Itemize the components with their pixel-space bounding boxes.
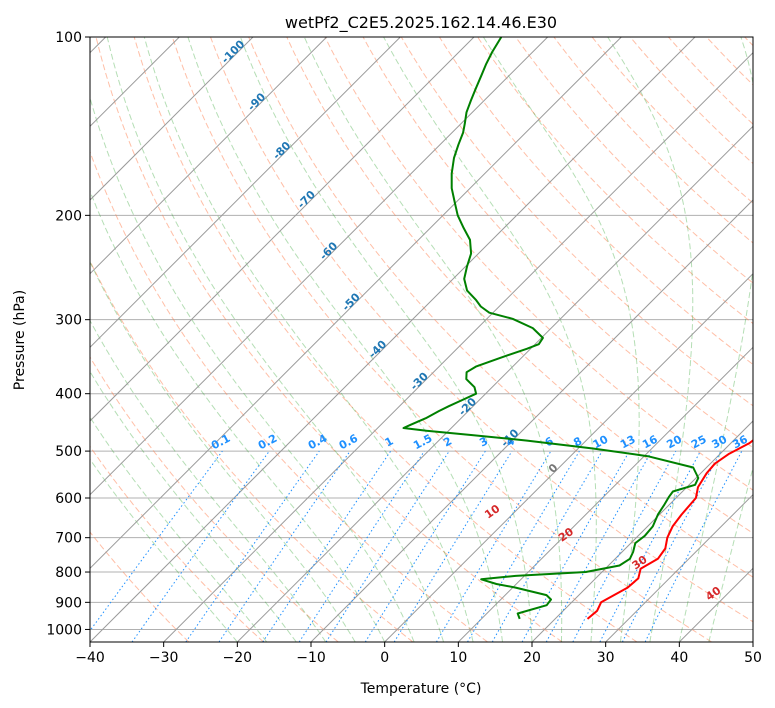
mixing-ratio-line	[262, 450, 392, 642]
dry-adiabat-line	[400, 37, 753, 407]
x-tick-label: 20	[523, 650, 541, 666]
isotherm-line	[605, 493, 753, 642]
plot-area	[90, 37, 753, 642]
dry-adiabat-line	[210, 37, 753, 623]
y-tick-label: 100	[55, 30, 82, 46]
temperature-profile-line	[586, 439, 753, 620]
moist-adiabat-line	[106, 37, 445, 642]
dry-adiabat-line	[90, 445, 264, 642]
isotherm-line	[531, 420, 753, 642]
isotherm-line	[384, 272, 753, 642]
y-tick-label: 400	[55, 387, 82, 403]
sounding-profiles	[402, 37, 753, 620]
x-tick-label: 50	[744, 650, 762, 666]
mixing-ratio-label: 25	[689, 433, 709, 452]
mixing-ratio-line	[90, 450, 223, 632]
moist-adiabat-line	[482, 37, 640, 642]
moist-adiabat-line	[383, 37, 597, 642]
mixing-ratio-line	[572, 450, 677, 642]
isotherm-line	[163, 51, 753, 642]
y-tick-label: 1000	[46, 622, 82, 638]
y-tick-label: 200	[55, 208, 82, 224]
dry-adiabat-line	[438, 37, 753, 366]
isotherm-line	[90, 37, 254, 201]
isotherm-line	[90, 37, 622, 570]
moist-adiabats	[90, 37, 753, 642]
isotherm-line	[310, 199, 753, 642]
mixing-ratio-label: 30	[710, 433, 730, 452]
isotherm-line	[236, 125, 753, 642]
mixing-ratio-line	[131, 450, 270, 642]
isotherm-line	[90, 37, 549, 496]
x-tick-label: 10	[449, 650, 467, 666]
x-tick-label: 40	[670, 650, 688, 666]
x-tick-label: 0	[380, 650, 389, 666]
mixing-ratio-lines	[90, 450, 743, 642]
y-tick-label: 900	[55, 595, 82, 611]
dry-adiabat-line	[90, 356, 339, 642]
mixing-ratio-label: 36	[730, 433, 750, 452]
axes: −40 −30 −20 −10 0 10 20 30 40 50 1000 900 800 700 600 5…	[46, 30, 762, 666]
moist-adiabat-line	[678, 37, 753, 642]
dry-adiabat-line	[95, 37, 563, 642]
dewpoint-profile-line	[402, 37, 700, 620]
x-tick-label: −30	[149, 650, 179, 666]
mixing-ratio-line	[393, 450, 513, 642]
mixing-ratio-line	[644, 450, 743, 642]
moist-adiabat-line	[90, 458, 238, 642]
mixing-ratio-line	[325, 450, 450, 642]
moist-adiabat-line	[90, 370, 297, 642]
y-axis-label: Pressure (hPa)	[12, 290, 28, 390]
pressure-grid	[90, 37, 753, 630]
mixing-ratio-label: 10	[591, 433, 611, 452]
mixing-ratio-label: 16	[640, 433, 660, 452]
mixing-ratio-line	[298, 450, 425, 642]
moist-adiabat-line	[90, 260, 356, 642]
moist-adiabat-line	[90, 416, 268, 642]
x-tick-label: −40	[75, 650, 105, 666]
x-tick-label: 30	[597, 650, 615, 666]
moist-adiabat-line	[607, 37, 694, 642]
x-tick-label: −10	[296, 650, 326, 666]
mixing-ratio-line	[218, 450, 351, 642]
mixing-ratio-line	[521, 450, 630, 642]
y-tick-label: 500	[55, 444, 82, 460]
plot-frame	[89, 36, 754, 643]
moist-adiabat-line	[187, 37, 503, 642]
dry-adiabat-line	[90, 531, 190, 642]
isotherm-line	[457, 346, 753, 642]
y-tick-label: 300	[55, 313, 82, 329]
moist-adiabat-line	[143, 37, 474, 642]
dry-adiabat-line	[133, 37, 638, 642]
isotherms	[90, 37, 753, 642]
y-tick-label: 600	[55, 491, 82, 507]
chart-title: wetPf2_C2E5.2025.162.14.46.E30	[285, 13, 557, 33]
dry-adiabat-line	[515, 37, 753, 284]
isotherm-line	[90, 37, 696, 642]
mixing-ratio-line	[185, 450, 320, 642]
mixing-ratio-line	[545, 450, 653, 642]
isotherm-line	[90, 37, 401, 349]
y-tick-label: 800	[55, 565, 82, 581]
mixing-ratio-label: 13	[618, 433, 638, 452]
moist-adiabat-line	[90, 189, 386, 642]
mixing-ratio-label: 20	[664, 433, 684, 452]
x-axis-label: Temperature (°C)	[360, 681, 482, 697]
isotherm-line	[90, 37, 475, 422]
dry-adiabat-line	[90, 150, 488, 642]
isotherm-line	[90, 37, 328, 275]
dry-adiabat-line	[248, 37, 753, 578]
moist-adiabat-line	[239, 37, 533, 642]
moist-adiabat-line	[303, 37, 563, 642]
x-tick-label: −20	[223, 650, 253, 666]
y-tick-label: 700	[55, 531, 82, 547]
